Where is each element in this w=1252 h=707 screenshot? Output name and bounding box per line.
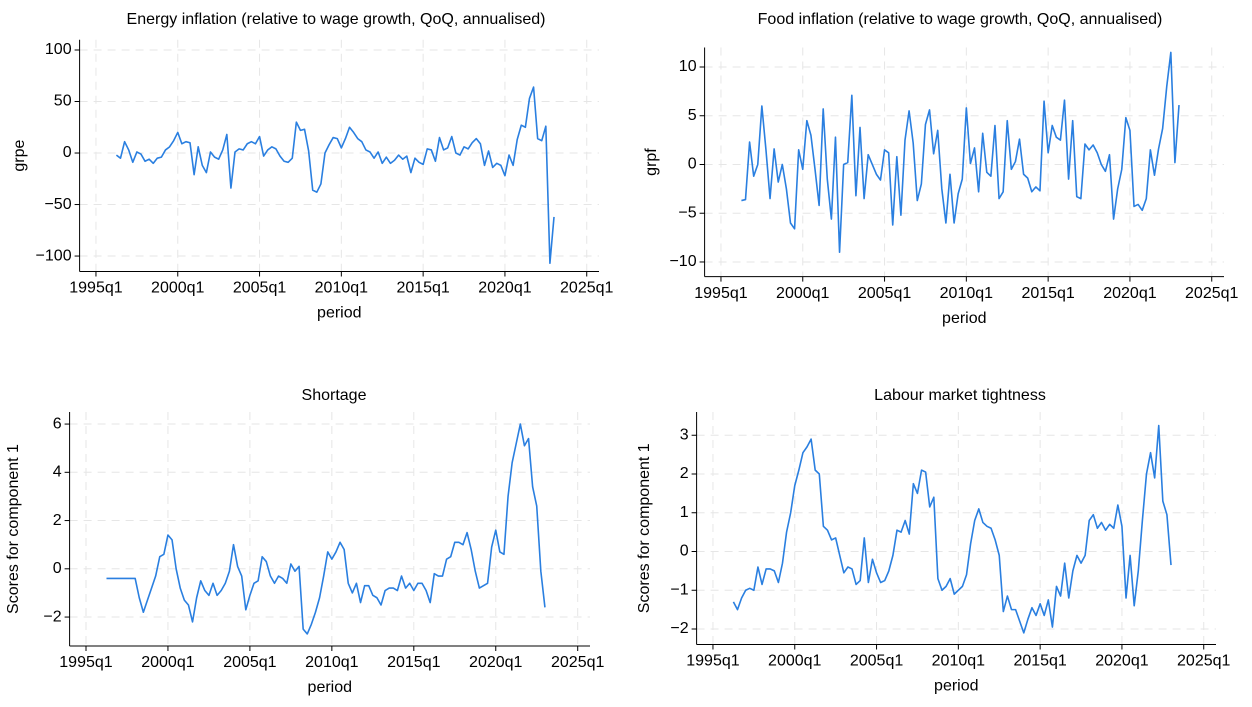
x-tick-label: 2010q1: [305, 654, 358, 671]
y-tick-label: −5: [678, 204, 696, 221]
y-tick-label: −10: [669, 253, 696, 270]
y-tick-label: −2: [43, 608, 61, 625]
x-tick-label: 2015q1: [396, 280, 449, 297]
x-tick-label: 2020q1: [478, 280, 531, 297]
y-tick-label: 2: [53, 512, 62, 529]
chart-title: Shortage: [302, 387, 367, 404]
y-axis-label: Scores for component 1: [636, 443, 653, 613]
y-tick-label: 1: [680, 504, 689, 521]
chart-title: Energy inflation (relative to wage growt…: [127, 11, 546, 28]
x-tick-label: 2010q1: [932, 653, 985, 670]
y-tick-label: 0: [688, 156, 697, 173]
x-tick-label: 2005q1: [858, 285, 911, 302]
x-tick-label: 2020q1: [1095, 653, 1148, 670]
y-tick-label: 5: [688, 107, 697, 124]
x-tick-label: 2005q1: [223, 654, 276, 671]
panel: Energy inflation (relative to wage growt…: [11, 11, 613, 322]
panel: Labour market tightness −2 −1 0 1 2 3 1995q1 200…: [636, 387, 1230, 695]
x-tick-label: 2000q1: [776, 285, 829, 302]
x-tick-label: 2025q1: [1177, 653, 1230, 670]
y-tick-label: 100: [45, 41, 72, 58]
x-tick-label: 2015q1: [1021, 285, 1074, 302]
y-tick-label: 10: [679, 58, 697, 75]
x-tick-label: 2020q1: [1103, 285, 1156, 302]
y-axis-label: grpf: [643, 148, 660, 176]
x-tick-label: 2025q1: [551, 654, 604, 671]
y-tick-label: −50: [44, 196, 71, 213]
x-tick-label: 2015q1: [387, 654, 440, 671]
x-tick-label: 1995q1: [686, 653, 739, 670]
x-tick-label: 2000q1: [768, 653, 821, 670]
y-tick-label: 3: [680, 426, 689, 443]
y-tick-label: 2: [680, 465, 689, 482]
x-axis-label: period: [942, 310, 986, 327]
y-tick-label: −2: [670, 620, 688, 637]
x-tick-label: 2010q1: [315, 280, 368, 297]
x-tick-label: 1995q1: [694, 285, 747, 302]
y-tick-label: 4: [53, 464, 62, 481]
x-tick-label: 2005q1: [850, 653, 903, 670]
panel: Shortage −2 0 2 4 6 1995q1 2000q1 2005q1 2010q1 20…: [5, 387, 604, 696]
chart-title: Food inflation (relative to wage growth,…: [758, 11, 1163, 28]
y-tick-label: −1: [670, 581, 688, 598]
x-tick-label: 2005q1: [233, 280, 286, 297]
x-tick-label: 2000q1: [151, 280, 204, 297]
x-axis-label: period: [308, 679, 352, 696]
y-tick-label: 0: [63, 144, 72, 161]
data-line: [732, 424, 1172, 634]
x-tick-label: 1995q1: [59, 654, 112, 671]
data-line: [115, 86, 555, 265]
y-tick-label: 0: [53, 560, 62, 577]
x-axis-label: period: [317, 305, 361, 322]
y-axis-label: grpe: [11, 139, 28, 171]
data-line: [106, 423, 546, 635]
y-axis-label: Scores for component 1: [5, 444, 22, 614]
y-tick-label: 50: [54, 93, 72, 110]
y-tick-label: 6: [53, 415, 62, 432]
x-tick-label: 2015q1: [1013, 653, 1066, 670]
y-tick-label: −100: [36, 247, 72, 264]
data-line: [741, 51, 1180, 254]
x-tick-label: 2020q1: [469, 654, 522, 671]
x-tick-label: 2025q1: [1185, 285, 1238, 302]
x-axis-label: period: [934, 678, 978, 695]
chart-title: Labour market tightness: [874, 387, 1046, 404]
panel: Food inflation (relative to wage growth,…: [643, 11, 1238, 327]
y-tick-label: 0: [680, 543, 689, 560]
x-tick-label: 2010q1: [940, 285, 993, 302]
x-tick-label: 2000q1: [141, 654, 194, 671]
x-tick-label: 2025q1: [560, 280, 613, 297]
x-tick-label: 1995q1: [69, 280, 122, 297]
